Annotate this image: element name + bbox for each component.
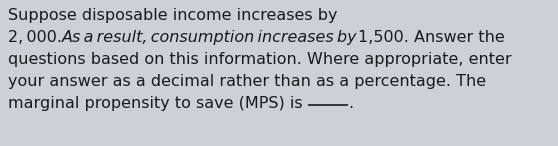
Text: _____: _____ [308,96,348,111]
Text: As a result, consumption increases by: As a result, consumption increases by [62,30,358,45]
Text: Suppose disposable income increases by: Suppose disposable income increases by [8,8,338,23]
Text: .: . [348,96,354,111]
Text: 2, 000.: 2, 000. [8,30,62,45]
Text: your answer as a decimal rather than as a percentage. The: your answer as a decimal rather than as … [8,74,486,89]
Text: questions based on this information. Where appropriate, enter: questions based on this information. Whe… [8,52,512,67]
Text: 1,500. Answer the: 1,500. Answer the [358,30,504,45]
Text: marginal propensity to save (MPS) is: marginal propensity to save (MPS) is [8,96,308,111]
